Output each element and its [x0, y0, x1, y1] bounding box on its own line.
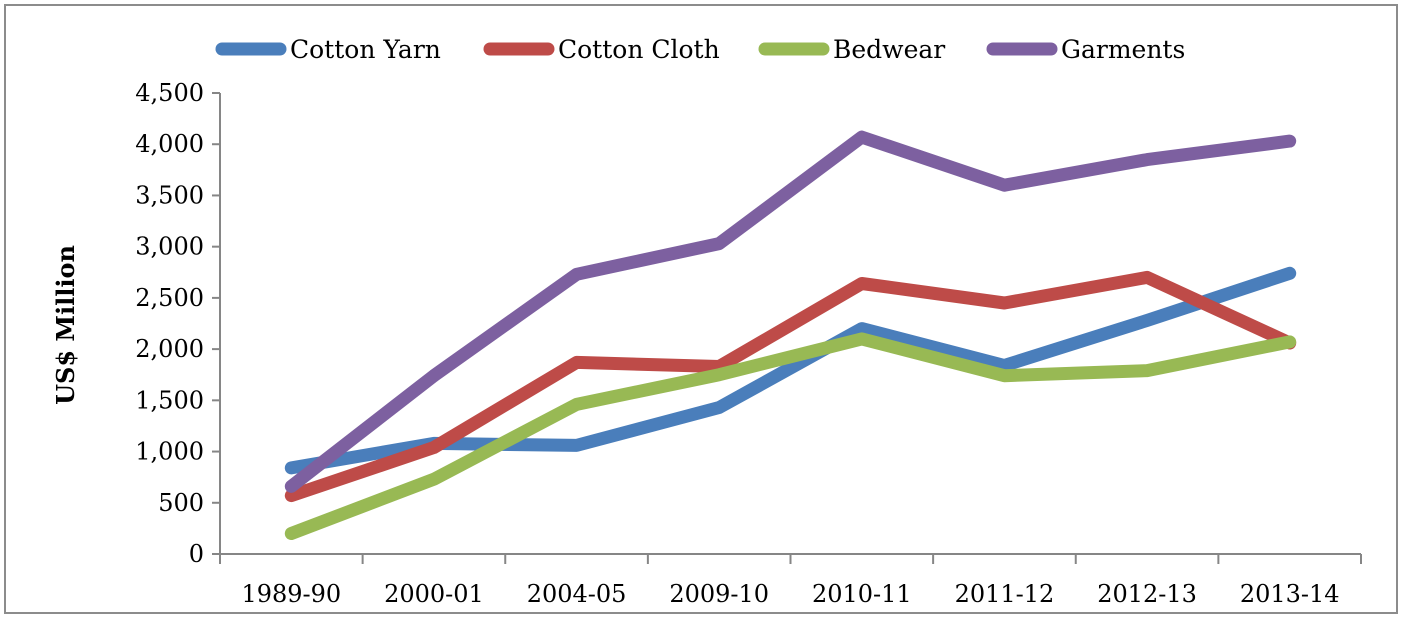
x-tick-label: 2004-05: [527, 580, 627, 608]
series-line-garments: [284, 130, 1297, 493]
legend-label-cotton-yarn: Cotton Yarn: [290, 35, 441, 64]
legend-label-garments: Garments: [1061, 35, 1185, 64]
x-tick-label: 2011-12: [955, 580, 1055, 608]
y-tick-label: 2,500: [135, 284, 204, 312]
y-tick-label: 3,000: [135, 233, 204, 261]
y-tick-label: 4,000: [135, 130, 204, 158]
axes: 0 500 1,000 1,500 2,000 2,500 3,000 3,500 4,000 4…: [135, 79, 1362, 608]
series-line-bedwear: [284, 332, 1297, 540]
series-line-cotton-cloth: [284, 270, 1297, 503]
series-line-cotton-yarn: [284, 266, 1297, 475]
x-tick-label: 2013-14: [1240, 580, 1340, 608]
y-axis-title: US$ Million: [51, 245, 80, 405]
y-tick-label: 0: [189, 540, 204, 568]
y-tick-label: 4,500: [135, 79, 204, 107]
x-tick-label: 2000-01: [384, 580, 484, 608]
x-tick-label: 2012-13: [1097, 580, 1197, 608]
legend-label-bedwear: Bedwear: [833, 35, 945, 64]
y-tick-label: 3,500: [135, 181, 204, 209]
x-tick-label: 1989-90: [241, 580, 341, 608]
y-tick-label: 2,000: [135, 335, 204, 363]
y-tick-label: 1,000: [135, 438, 204, 466]
y-tick-label: 500: [158, 489, 204, 517]
y-tick-label: 1,500: [135, 386, 204, 414]
series-layer: [284, 130, 1297, 540]
x-tick-label: 2010-11: [812, 580, 912, 608]
x-tick-label: 2009-10: [669, 580, 769, 608]
legend-label-cotton-cloth: Cotton Cloth: [558, 35, 720, 64]
legend: Cotton Yarn Cotton Cloth Bedwear Garments: [215, 35, 1185, 64]
